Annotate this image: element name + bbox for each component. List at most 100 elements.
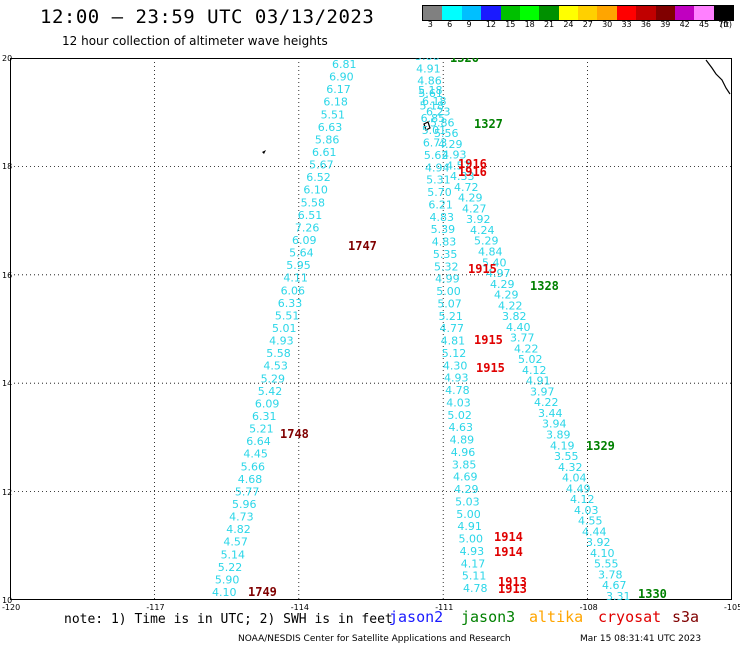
wave-height-value: 4.32	[558, 461, 583, 474]
wave-height-value: 4.99	[435, 273, 460, 286]
wave-height-value: 4.19	[550, 439, 575, 452]
color-scale-tick: 21	[543, 20, 555, 29]
wave-height-value: 5.18	[418, 84, 443, 97]
longitude-label: -117	[146, 603, 165, 612]
wave-height-value: 5.61	[418, 87, 443, 100]
color-scale-tick: 6	[447, 20, 453, 29]
wave-height-value: 6.52	[306, 171, 331, 184]
pass-label: 1913	[498, 582, 527, 596]
wave-height-value: 4.93	[442, 149, 467, 162]
wave-height-value: 4.83	[432, 236, 457, 249]
wave-height-value: 5.86	[315, 133, 340, 146]
color-scale-tick: 3	[427, 20, 433, 29]
color-swatch	[616, 6, 637, 20]
island-clarion	[262, 150, 266, 154]
wave-height-value: 6.09	[292, 234, 317, 247]
color-scale-tick: 9	[466, 20, 472, 29]
color-scale-labels: 3 6 9 12 15 18 21 24 27 30 33 36 39 42 45 70 (ft)	[422, 20, 734, 34]
wave-height-value: 6.81	[332, 58, 357, 71]
color-scale-tick: 18	[524, 20, 535, 29]
wave-height-value: 4.45	[243, 448, 268, 461]
color-swatch	[500, 6, 520, 20]
satellite-s3a: s3a	[672, 608, 700, 626]
wave-height-value: 5.01	[422, 124, 447, 137]
wave-height-value: 6.23	[426, 106, 451, 119]
color-scale-tick: 30	[602, 20, 613, 29]
wave-height-value: 4.84	[478, 245, 503, 258]
wave-height-value: 4.63	[448, 421, 473, 434]
pass-label: 1915	[468, 262, 497, 276]
pass-label: 1327	[474, 117, 503, 131]
wave-height-value: 3.55	[554, 450, 579, 463]
wave-height-value: 5.66	[241, 460, 265, 473]
wave-height-value: 5.31	[426, 174, 451, 187]
longitude-label: -108	[579, 603, 598, 612]
pass-label: 1915	[474, 333, 503, 347]
wave-height-value: 6.18	[422, 95, 447, 108]
latitude-label: 12	[2, 487, 13, 497]
latitude-label: 18	[2, 162, 13, 172]
wave-height-value: 4.89	[450, 434, 475, 447]
wave-height-value: 4.29	[438, 138, 463, 151]
wave-height-value: 6.06	[281, 284, 306, 297]
wave-height-value: 4.91	[526, 375, 551, 388]
color-swatch	[597, 6, 617, 20]
color-swatch	[539, 6, 559, 20]
wave-height-value: 4.73	[229, 511, 254, 524]
wave-height-value: 5.86	[430, 116, 455, 129]
wave-height-value: 6.51	[298, 209, 323, 222]
color-scale-tick: 70	[718, 20, 729, 29]
wave-height-value: 5.11	[462, 570, 487, 583]
wave-height-value: 3.82	[502, 310, 527, 323]
longitude-label: -111	[435, 603, 454, 612]
wave-height-value: 4.93	[269, 335, 294, 348]
satellite-cryosat: cryosat	[598, 608, 662, 626]
longitude-label: -114	[290, 603, 309, 612]
wave-height-value: 3.97	[530, 385, 555, 398]
wave-height-value: 5.02	[447, 409, 472, 422]
pass-label: 1914	[494, 530, 523, 544]
wave-height-value: 5.12	[442, 347, 467, 360]
wave-height-value: 4.12	[522, 364, 547, 377]
pass-label: 1913	[498, 575, 527, 589]
color-swatch	[558, 6, 578, 20]
map-title: 12:00 – 23:59 UTC 03/13/2023	[40, 6, 375, 28]
wave-height-value: 4.93	[460, 545, 485, 558]
latitude-label: 16	[2, 270, 13, 280]
wave-height-value: 4.91	[416, 62, 441, 75]
color-swatch	[481, 6, 501, 20]
wave-height-value: 4.11	[283, 272, 308, 285]
wave-height-value: 3.78	[598, 568, 623, 581]
color-swatch	[713, 6, 733, 20]
wave-height-value: 4.83	[430, 211, 455, 224]
wave-height-value: 4.17	[461, 557, 486, 570]
color-scale-tick: 15	[505, 20, 516, 29]
longitude-label: -120	[2, 603, 21, 612]
pass-label: 1747	[348, 239, 377, 253]
credit-text: NOAA/NESDIS Center for Satellite Applica…	[238, 634, 511, 644]
wave-height-value: 4.91	[457, 520, 482, 533]
wave-height-value: 4.12	[570, 493, 595, 506]
wave-height-value: 4.69	[453, 471, 478, 484]
wave-height-value: 5.62	[424, 149, 449, 162]
color-swatch	[442, 6, 462, 20]
wave-height-value: 6.17	[326, 83, 351, 96]
footer-note: note: 1) Time is in UTC; 2) SWH is in fe…	[64, 612, 393, 627]
wave-height-value: 4.22	[514, 342, 539, 355]
wave-height-value: 4.78	[445, 384, 470, 397]
wave-height-value: 4.57	[223, 536, 248, 549]
color-scale-tick: 24	[563, 20, 574, 29]
wave-height-value: 4.40	[506, 321, 531, 334]
wave-height-value: 5.64	[289, 247, 314, 260]
color-swatch	[423, 6, 443, 20]
wave-height-value: 4.97	[486, 267, 511, 280]
color-scale-unit: (ft)	[720, 20, 733, 29]
wave-height-value: 4.55	[578, 515, 603, 528]
satellite-jason2: jason2	[389, 608, 444, 626]
altimeter-map: 6.816.906.176.185.516.635.866.615.676.52…	[10, 58, 732, 600]
color-scale-tick: 39	[660, 20, 671, 29]
wave-height-value: 6.90	[329, 71, 354, 84]
pass-label: 1328	[530, 279, 559, 293]
wave-height-value: 4.77	[440, 322, 465, 335]
